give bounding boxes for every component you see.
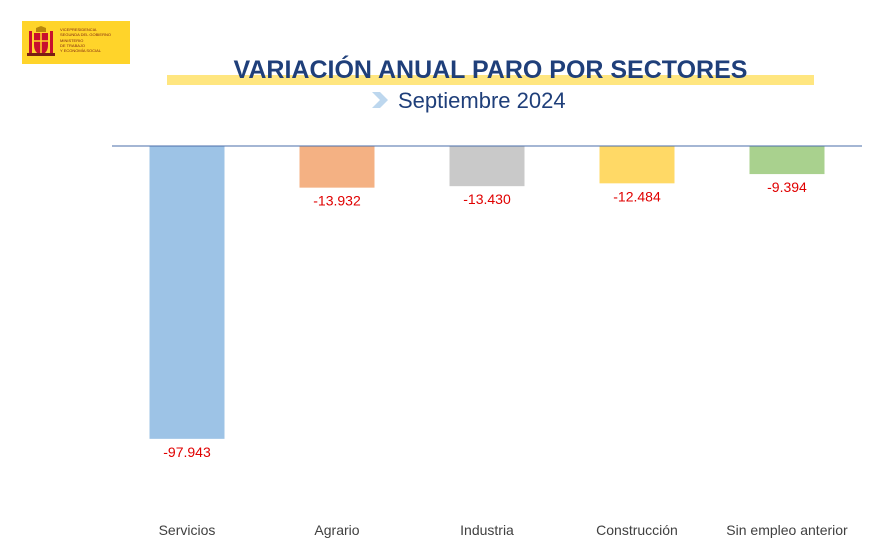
data-label-4: -9.394 — [767, 179, 807, 195]
data-label-3: -12.484 — [613, 188, 661, 204]
category-label-1: Agrario — [314, 522, 359, 538]
bar-1 — [299, 146, 375, 188]
chart-title: VARIACIÓN ANUAL PARO POR SECTORES — [233, 56, 748, 84]
data-label-2: -13.430 — [463, 191, 511, 207]
data-label-0: -97.943 — [163, 444, 211, 460]
bar-0 — [149, 146, 225, 439]
logo-text-vicepresidencia: VICEPRESIDENCIA SEGUNDA DEL GOBIERNO — [60, 27, 111, 37]
government-logo: VICEPRESIDENCIA SEGUNDA DEL GOBIERNO MIN… — [22, 21, 130, 64]
bar-2 — [449, 146, 525, 187]
category-label-0: Servicios — [159, 522, 216, 538]
category-label-2: Industria — [460, 522, 514, 538]
bar-3 — [599, 146, 675, 184]
category-label-4: Sin empleo anterior — [726, 522, 848, 538]
title-highlight-band — [167, 75, 814, 85]
data-label-1: -13.932 — [313, 193, 361, 209]
category-label-3: Construcción — [596, 522, 678, 538]
chart-subtitle: Septiembre 2024 — [398, 88, 566, 113]
coat-of-arms-icon — [27, 26, 55, 56]
logo-text-ministerio: MINISTERIO DE TRABAJO Y ECONOMÍA SOCIAL — [60, 38, 102, 53]
bar-4 — [749, 146, 825, 175]
chevron-right-icon — [372, 92, 388, 108]
